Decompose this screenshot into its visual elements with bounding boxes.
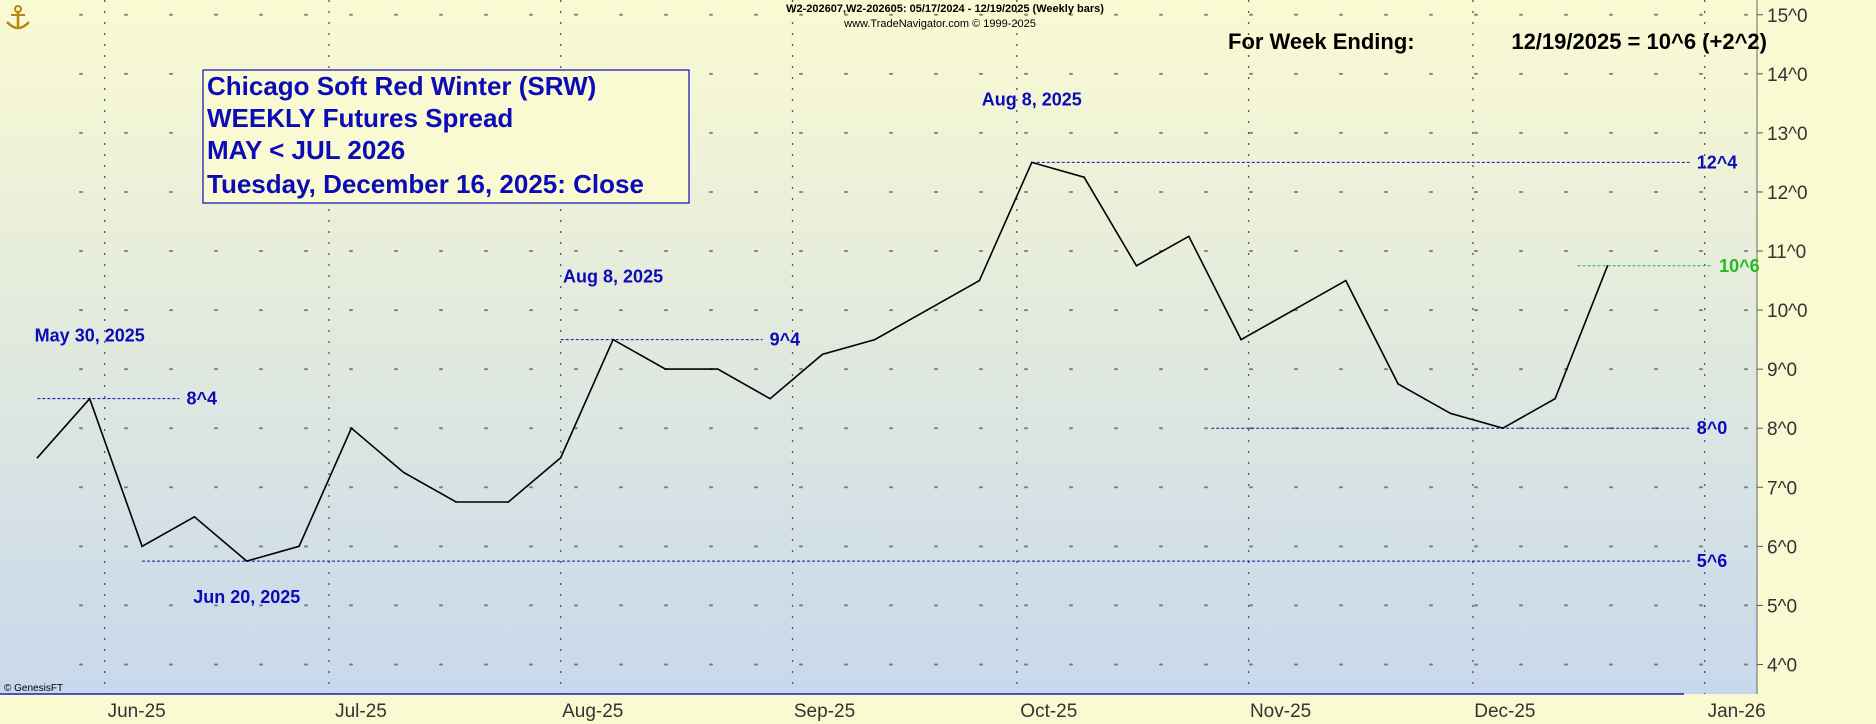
x-tick-label: Nov-25 [1250,701,1311,722]
y-tick-label: 5^0 [1767,596,1797,617]
y-tick-labels: 4^0 5^0 6^0 7^0 8^0 9^0 10^0 11^0 12^0 13^0 14^0 15… [1757,6,1808,676]
level-label: 9^4 [770,330,801,350]
series-point [507,501,510,503]
series-point [1344,279,1347,282]
series-point [1554,397,1556,400]
series-point [88,397,91,400]
series-point [1240,338,1242,341]
series-point [612,338,614,341]
y-tick-label: 15^0 [1767,6,1808,27]
level-label: 5^6 [1697,551,1728,571]
week-ending-label: For Week Ending: [1228,29,1415,54]
series-point [1449,412,1452,415]
x-tick-label: Oct-25 [1020,701,1077,722]
y-tick-label: 9^0 [1767,360,1797,381]
x-tick-labels: Jun-25 Jul-25 Aug-25 Sep-25 Oct-25 Nov-25 Dec-… [108,701,1766,722]
series-point [716,368,719,370]
series-point [559,456,562,459]
x-tick-label: Dec-25 [1474,701,1535,722]
title-box-frame [202,69,690,204]
anchor-logo-icon [6,5,30,30]
credit-label: © GenesisFT [4,683,63,694]
chart-title-line-3: MAY < JUL 2026 [207,135,405,165]
series-point [769,397,771,400]
level-lines [37,161,1713,562]
y-tick-label: 6^0 [1767,537,1797,558]
axis-strip [0,694,1876,724]
chart-title-box: Chicago Soft Red Winter (SRW) WEEKLY Fut… [202,69,690,204]
series-point [1187,235,1190,238]
header-line-2: www.TradeNavigator.com © 1999-2025 [843,18,1036,30]
y-tick-label: 12^0 [1767,183,1808,204]
y-tick-label: 14^0 [1767,65,1808,86]
series-point [36,456,39,459]
x-tick-label: Jul-25 [335,701,387,722]
x-tick-label: Jan-26 [1708,701,1766,722]
series-layer [36,161,1609,562]
week-ending-readout: For Week Ending: 12/19/2025 = 10^6 (+2^2… [1228,29,1767,54]
y-tick-label: 8^0 [1767,419,1797,440]
series-point [1501,427,1504,430]
date-annotation: Aug 8, 2025 [982,89,1082,109]
series-point [978,279,981,282]
series-point [245,560,248,562]
series-point [926,309,928,311]
y-tick-label: 13^0 [1767,124,1808,145]
y-tick-label: 11^0 [1767,242,1806,263]
level-label: 8^0 [1697,418,1728,438]
series-point [1397,383,1399,385]
series-point [1030,161,1033,164]
date-annotation: Jun 20, 2025 [193,587,300,607]
series-point [1135,264,1138,267]
level-label: 10^6 [1719,256,1760,276]
series-point [402,471,405,474]
x-tick-label: Jun-25 [108,701,166,722]
series-point [873,338,876,341]
x-tick-label: Sep-25 [794,701,855,722]
chart-title-line-1: Chicago Soft Red Winter (SRW) [207,71,596,101]
date-annotation: May 30, 2025 [35,326,145,346]
series-point [821,353,824,356]
series-point [1083,176,1085,178]
series-point [193,516,196,518]
annotations: May 30, 2025 8^4 Jun 20, 2025 5^6 Aug 8, 202… [35,89,1760,607]
chart-title-line-2: WEEKLY Futures Spread [207,103,513,133]
x-tick-label: Aug-25 [562,701,623,722]
series-point [1606,264,1609,267]
series-point [664,368,667,370]
header-line-1: W2-202607,W2-202605: 05/17/2024 - 12/19/… [786,3,1104,15]
y-tick-label: 4^0 [1767,655,1797,676]
series-point [350,427,353,430]
series-point [298,545,300,548]
level-label: 8^4 [186,389,217,409]
date-annotation: Aug 8, 2025 [563,267,663,287]
y-tick-label: 7^0 [1767,478,1797,499]
series-point [141,545,143,548]
level-label: 12^4 [1697,152,1738,172]
y-tick-label: 10^0 [1767,301,1808,322]
week-ending-value: 12/19/2025 = 10^6 (+2^2) [1511,29,1767,54]
chart-title-line-4: Tuesday, December 16, 2025: Close [207,169,644,199]
series-point [1292,309,1295,311]
series-point [455,501,457,503]
price-axis-strip [1757,0,1876,724]
